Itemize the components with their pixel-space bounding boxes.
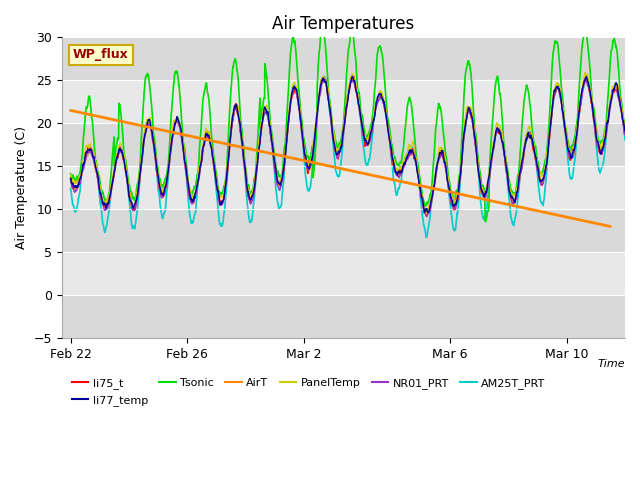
Bar xyxy=(62,123,625,166)
Bar xyxy=(62,295,625,338)
Text: WP_flux: WP_flux xyxy=(73,48,129,61)
Bar xyxy=(62,37,625,80)
Y-axis label: Air Temperature (C): Air Temperature (C) xyxy=(15,126,28,249)
Bar xyxy=(62,209,625,252)
Text: Time: Time xyxy=(597,360,625,369)
Title: Air Temperatures: Air Temperatures xyxy=(272,15,415,33)
Legend: li75_t, li77_temp, Tsonic, AirT, PanelTemp, NR01_PRT, AM25T_PRT: li75_t, li77_temp, Tsonic, AirT, PanelTe… xyxy=(67,374,550,410)
